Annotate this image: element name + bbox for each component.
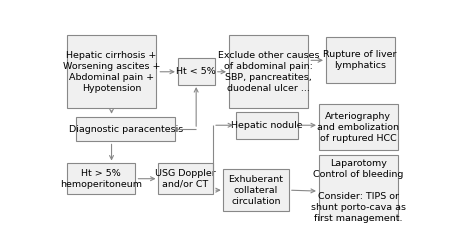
Text: Arteriography
and embolization
of ruptured HCC: Arteriography and embolization of ruptur… <box>318 112 399 143</box>
Text: USG Doppler
and/or CT: USG Doppler and/or CT <box>155 169 216 189</box>
FancyBboxPatch shape <box>158 163 213 194</box>
Text: Exclude other causes
of abdominal pain:
SBP, pancreatites,
duodenal ulcer ...: Exclude other causes of abdominal pain: … <box>217 51 319 93</box>
Text: Hepatic cirrhosis +
Worsening ascites +
Abdominal pain +
Hypotension: Hepatic cirrhosis + Worsening ascites + … <box>63 51 160 93</box>
Text: Hepatic nodule: Hepatic nodule <box>231 121 303 130</box>
Text: Ht < 5%: Ht < 5% <box>176 67 216 76</box>
FancyBboxPatch shape <box>326 37 394 83</box>
FancyBboxPatch shape <box>76 117 175 141</box>
FancyBboxPatch shape <box>66 163 135 194</box>
Text: Ht > 5%
hemoperitoneum: Ht > 5% hemoperitoneum <box>60 169 142 189</box>
Text: Rupture of liver
lymphatics: Rupture of liver lymphatics <box>324 50 397 70</box>
Text: Exhuberant
collateral
circulation: Exhuberant collateral circulation <box>228 175 283 206</box>
FancyBboxPatch shape <box>177 59 215 85</box>
FancyBboxPatch shape <box>318 104 398 150</box>
FancyBboxPatch shape <box>223 169 289 211</box>
FancyBboxPatch shape <box>66 35 157 108</box>
Text: Diagnostic paracentesis: Diagnostic paracentesis <box>69 124 183 134</box>
FancyBboxPatch shape <box>318 155 398 227</box>
FancyBboxPatch shape <box>229 35 308 108</box>
Text: Laparotomy
Control of bleeding

Consider: TIPS or
shunt porto-cava as
first mana: Laparotomy Control of bleeding Consider:… <box>311 159 406 223</box>
FancyBboxPatch shape <box>236 112 298 139</box>
